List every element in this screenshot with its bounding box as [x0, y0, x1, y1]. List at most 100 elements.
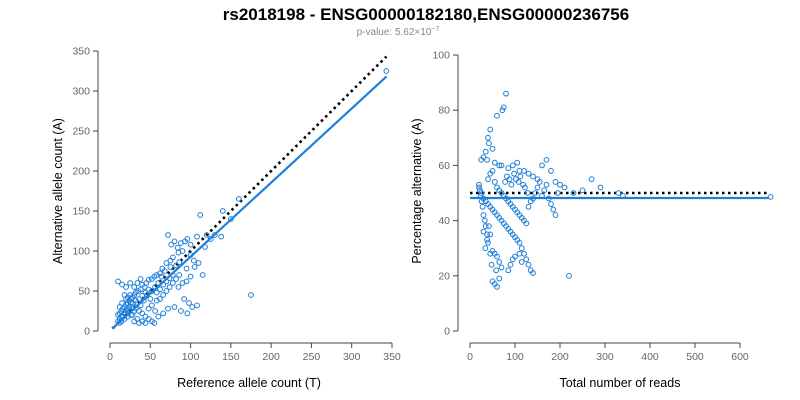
left-data-point [163, 260, 170, 266]
right-data-point [588, 176, 595, 183]
left-data-point [148, 302, 155, 309]
right-x-tick-label: 400 [641, 351, 659, 363]
left-data-point [163, 288, 170, 294]
right-y-axis-label: Percentage alternative (A) [410, 118, 424, 263]
left-reference-line [111, 55, 388, 330]
right-x-tick-label: 600 [731, 351, 749, 363]
left-data-point [126, 307, 133, 314]
left-y-axis-label: Alternative allele count (A) [51, 118, 65, 264]
right-data-point [481, 217, 488, 224]
right-points-group [476, 90, 774, 290]
left-data-point [139, 292, 146, 299]
right-scatter-panel: 0 20 40 60 80 100 0 100 200 300 400 500 600 Total n… [410, 50, 774, 390]
left-x-tick-label: 50 [144, 351, 156, 363]
right-y-tick-label: 0 [444, 326, 450, 338]
right-data-point [485, 134, 491, 141]
left-data-point [191, 264, 198, 270]
left-data-point [248, 292, 254, 298]
right-data-point [516, 239, 523, 246]
left-data-point [155, 280, 162, 286]
right-data-point [478, 198, 485, 205]
left-data-point [184, 310, 191, 317]
left-x-tick-label: 200 [262, 351, 280, 363]
right-data-point [494, 112, 500, 119]
left-data-point [132, 297, 139, 304]
left-data-point [176, 272, 183, 278]
right-data-point [518, 245, 525, 252]
left-data-point [152, 284, 159, 290]
right-data-point [489, 168, 496, 174]
right-data-point [525, 261, 532, 268]
left-data-point [137, 276, 144, 282]
right-data-point [539, 192, 545, 199]
right-data-point [491, 159, 498, 166]
right-data-point [486, 223, 492, 230]
right-data-point [767, 193, 774, 200]
left-data-point [157, 270, 163, 277]
right-data-point [484, 231, 491, 238]
right-data-point [550, 206, 557, 213]
left-data-point [199, 272, 206, 278]
left-data-point [123, 296, 130, 302]
right-x-axis-label: Total number of reads [560, 376, 681, 390]
right-y-tick-label: 80 [438, 105, 450, 117]
left-data-point [178, 240, 184, 246]
right-data-point [478, 156, 485, 163]
right-data-point [509, 162, 516, 169]
left-x-tick-label: 150 [222, 351, 240, 363]
right-data-point [552, 179, 559, 185]
left-data-point [126, 304, 133, 310]
right-data-point [513, 176, 519, 183]
right-data-point [548, 168, 554, 174]
right-data-point [477, 187, 483, 194]
left-data-point [165, 305, 171, 312]
left-data-point [167, 264, 174, 270]
left-data-point [176, 259, 183, 266]
left-data-point [116, 320, 123, 326]
right-data-point [530, 270, 536, 276]
right-data-point [523, 220, 530, 227]
left-y-tick-label: 200 [72, 166, 90, 178]
left-data-point [187, 273, 194, 280]
left-data-point [115, 278, 121, 285]
right-data-point [552, 212, 559, 218]
left-data-point [139, 318, 146, 325]
right-data-point [477, 192, 484, 199]
left-data-point [136, 296, 142, 302]
right-data-point [536, 179, 543, 185]
right-data-point [486, 140, 492, 147]
right-data-point [570, 190, 577, 196]
left-data-point [207, 236, 214, 242]
right-data-point [482, 223, 489, 230]
pvalue-label: p-value: 5.62×10 [357, 27, 432, 38]
right-data-point [507, 261, 514, 268]
left-data-point [160, 281, 167, 288]
right-y-tick-label: 60 [438, 160, 450, 172]
right-data-point [523, 256, 530, 263]
right-data-point [541, 187, 548, 194]
left-data-point [197, 212, 204, 218]
left-y-tick-label: 100 [72, 246, 90, 258]
left-data-point [219, 208, 226, 214]
right-x-tick-label: 0 [467, 351, 473, 363]
right-data-point [530, 195, 536, 202]
right-data-point [494, 283, 500, 290]
right-data-point [506, 176, 513, 183]
right-data-point [493, 267, 500, 274]
left-data-point [145, 305, 152, 312]
left-x-axis-label: Reference allele count (T) [177, 376, 321, 390]
right-data-point [491, 179, 498, 185]
right-data-point [485, 176, 491, 183]
left-data-point [148, 276, 155, 282]
left-data-point [153, 289, 160, 296]
right-data-point [516, 250, 523, 257]
right-data-point [530, 173, 536, 180]
left-data-point [171, 304, 178, 310]
left-data-point [119, 281, 125, 288]
left-data-point [160, 292, 167, 298]
left-data-point [123, 284, 130, 290]
left-data-point [236, 196, 242, 202]
left-data-point [166, 284, 173, 290]
left-data-point [151, 320, 158, 326]
